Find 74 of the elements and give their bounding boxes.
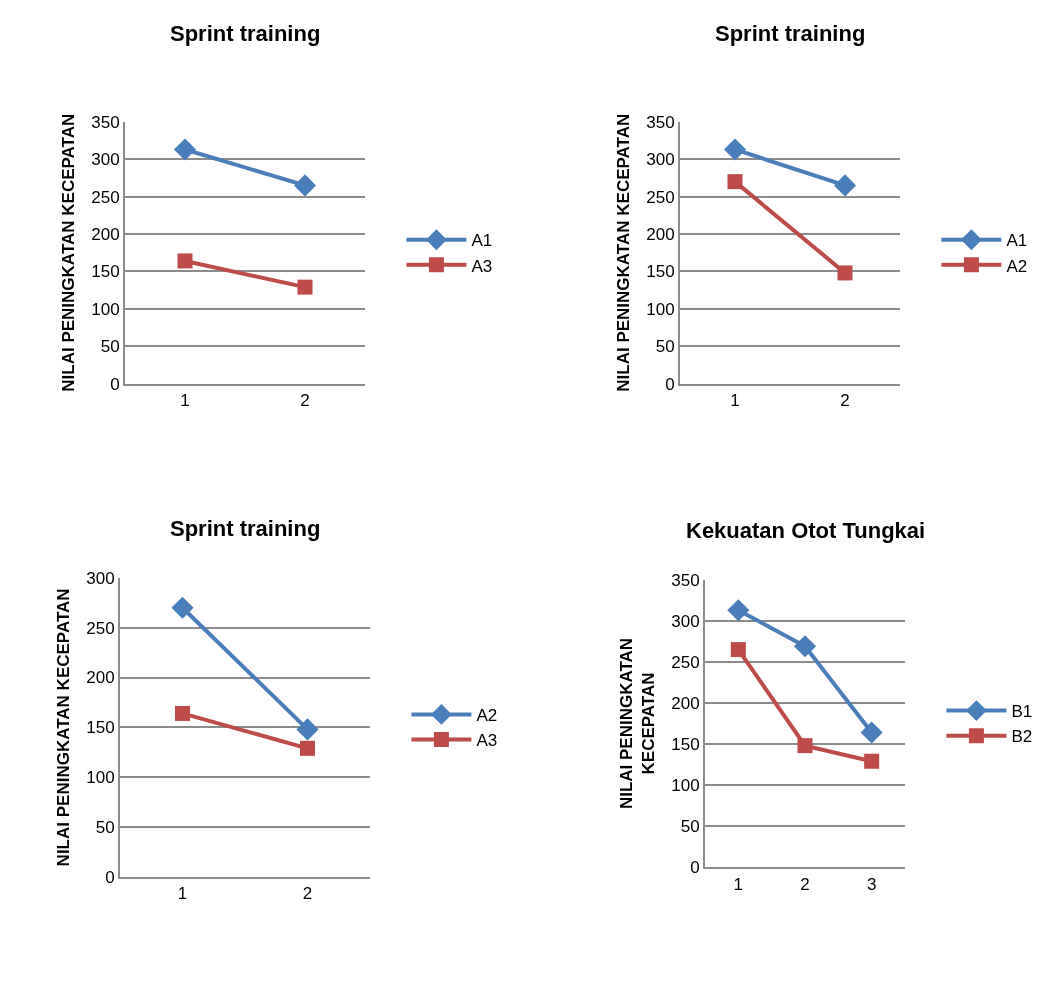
point — [297, 279, 313, 295]
legend-label: B2 — [1011, 727, 1033, 747]
y-tick-label: 0 — [110, 374, 120, 394]
point — [797, 738, 813, 754]
y-axis-title: NILAI PENINGKATAN KECEPATAN — [59, 113, 79, 392]
x-tick-label: 1 — [180, 391, 190, 411]
x-tick-label: 2 — [302, 884, 313, 904]
y-tick-label: 300 — [671, 611, 700, 631]
point — [296, 718, 319, 741]
y-tick-label: 200 — [91, 224, 120, 244]
chart-title: Kekuatan Otot Tungkai — [686, 518, 926, 543]
x-tick-label: 2 — [840, 391, 850, 411]
y-tick-label: 200 — [86, 668, 115, 688]
x-tick-label: 2 — [800, 874, 810, 894]
point — [293, 174, 317, 197]
point — [175, 705, 190, 721]
y-tick-label: 0 — [690, 858, 700, 878]
legend-label: A3 — [471, 256, 493, 276]
y-tick-label: 50 — [655, 337, 675, 357]
legend-label: A2 — [1006, 256, 1028, 276]
y-tick-label: 50 — [95, 818, 115, 838]
y-axis-title: NILAI PENINGKATAN KECEPATAN — [617, 637, 659, 810]
y-tick-label: 250 — [646, 187, 675, 207]
y-tick-label: 50 — [100, 337, 120, 357]
y-tick-label: 150 — [91, 262, 120, 282]
x-tick-label: 1 — [733, 874, 744, 894]
y-tick-label: 350 — [91, 112, 120, 132]
y-tick-label: 0 — [105, 867, 115, 887]
x-tick-label: 2 — [300, 391, 310, 411]
point — [171, 596, 194, 619]
y-tick-label: 150 — [646, 262, 675, 282]
point — [300, 740, 315, 756]
point — [860, 721, 883, 744]
y-tick-label: 300 — [646, 150, 675, 170]
point — [177, 253, 193, 269]
y-tick-label: 300 — [91, 150, 120, 170]
legend-label: A1 — [1006, 231, 1028, 251]
y-tick-label: 100 — [86, 768, 115, 788]
y-tick-label: 200 — [646, 224, 675, 244]
y-tick-label: 350 — [671, 570, 700, 590]
legend-label: B1 — [1011, 702, 1033, 722]
y-tick-label: 200 — [671, 693, 700, 713]
point — [727, 174, 743, 190]
point — [793, 635, 817, 658]
point — [730, 642, 746, 658]
y-tick-label: 100 — [671, 776, 700, 796]
point — [837, 265, 853, 281]
point — [727, 599, 750, 622]
y-tick-label: 50 — [680, 817, 700, 837]
x-tick-label: 1 — [730, 391, 740, 411]
y-axis-title: NILAI PENINGKATAN KECEPATAN — [614, 113, 634, 392]
y-tick-label: 150 — [671, 734, 700, 754]
legend-label: A1 — [471, 231, 493, 251]
legend-label: A3 — [476, 731, 498, 751]
y-tick-label: 100 — [91, 299, 120, 319]
y-tick-label: 250 — [671, 652, 700, 672]
chart-title: Sprint training — [715, 21, 866, 46]
point — [723, 138, 747, 161]
chart-title: Sprint training — [170, 516, 321, 541]
point — [833, 174, 857, 197]
legend-label: A2 — [476, 706, 498, 726]
y-tick-label: 150 — [86, 718, 115, 738]
y-tick-label: 100 — [646, 299, 675, 319]
point — [864, 753, 880, 769]
y-tick-label: 250 — [86, 618, 115, 638]
y-tick-label: 250 — [91, 187, 120, 207]
y-tick-label: 0 — [665, 374, 675, 394]
y-axis-title: NILAI PENINGKATAN KECEPATAN — [54, 588, 74, 867]
y-tick-label: 350 — [646, 112, 675, 132]
point — [173, 138, 197, 161]
chart-title: Sprint training — [170, 21, 321, 46]
y-tick-label: 300 — [86, 568, 115, 588]
x-tick-label: 1 — [177, 884, 188, 904]
x-tick-label: 3 — [866, 874, 877, 894]
